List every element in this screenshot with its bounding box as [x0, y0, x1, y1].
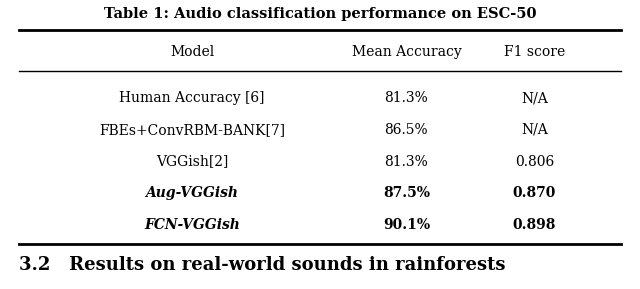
- Text: N/A: N/A: [521, 123, 548, 137]
- Text: FCN-VGGish: FCN-VGGish: [144, 218, 240, 232]
- Text: Aug-VGGish: Aug-VGGish: [145, 186, 239, 200]
- Text: Mean Accuracy: Mean Accuracy: [351, 45, 461, 59]
- Text: 81.3%: 81.3%: [385, 91, 428, 105]
- Text: Table 1: Audio classification performance on ESC-50: Table 1: Audio classification performanc…: [104, 7, 536, 21]
- Text: 90.1%: 90.1%: [383, 218, 430, 232]
- Text: N/A: N/A: [521, 91, 548, 105]
- Text: FBEs+ConvRBM-BANK[7]: FBEs+ConvRBM-BANK[7]: [99, 123, 285, 137]
- Text: 0.806: 0.806: [515, 155, 554, 168]
- Text: 0.898: 0.898: [513, 218, 556, 232]
- Text: 3.2   Results on real-world sounds in rainforests: 3.2 Results on real-world sounds in rain…: [19, 256, 506, 274]
- Text: 81.3%: 81.3%: [385, 155, 428, 168]
- Text: 0.870: 0.870: [513, 186, 556, 200]
- Text: 86.5%: 86.5%: [385, 123, 428, 137]
- Text: Human Accuracy [6]: Human Accuracy [6]: [119, 91, 265, 105]
- Text: 87.5%: 87.5%: [383, 186, 430, 200]
- Text: VGGish[2]: VGGish[2]: [156, 155, 228, 168]
- Text: F1 score: F1 score: [504, 45, 565, 59]
- Text: Model: Model: [170, 45, 214, 59]
